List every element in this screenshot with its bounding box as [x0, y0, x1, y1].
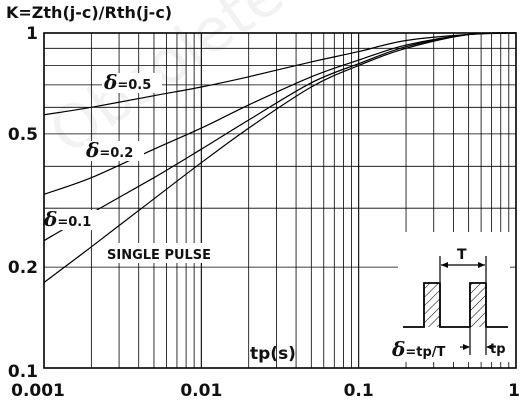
curve-label-0: δ=0.5 — [103, 70, 151, 94]
pulse-waveform — [403, 282, 508, 328]
curve-series-0 — [43, 32, 517, 116]
curve-label-text: =0.1 — [57, 215, 91, 230]
labels: 0.001 0.01 0.1 10.10.20.51δ=0.5δ=0.2δ=0.1SI… — [8, 24, 520, 401]
curve-label-text: =0.2 — [99, 146, 133, 161]
tp-label: tp — [490, 342, 506, 357]
curve-label-text: =0.5 — [117, 78, 151, 93]
curve-label-bg — [102, 73, 162, 93]
curve-series-3 — [43, 32, 517, 283]
duty-formula: δ=tp/T — [391, 337, 446, 361]
curve-label-text: SINGLE PULSE — [107, 248, 211, 263]
curve-label-3: SINGLE PULSE — [107, 248, 211, 263]
tp-arrowhead-right — [486, 344, 493, 350]
period-label: T — [457, 247, 467, 263]
chart-title: K=Zth(j-c)/Rth(j-c) — [6, 3, 172, 22]
period-arrowhead-left — [441, 262, 448, 268]
y-tick-label: 0.2 — [8, 258, 38, 278]
curve-label-delta: δ — [85, 138, 99, 162]
pulse-1-hatch — [424, 283, 440, 327]
y-tick-label: 1 — [26, 24, 38, 44]
curve-series-2 — [43, 32, 517, 242]
x-tick-label: 0.01 — [180, 381, 222, 401]
curve-label-delta: δ — [103, 70, 117, 94]
curve-label-2: δ=0.1 — [43, 207, 91, 231]
duty-formula-delta: δ — [391, 337, 405, 361]
pulse-2-hatch — [470, 283, 486, 327]
x-axis-label: tp(s) — [250, 344, 296, 364]
x-tick-label: 0.001 — [11, 381, 65, 401]
curve-label-bg — [42, 210, 102, 230]
y-tick-label: 0.1 — [8, 362, 38, 382]
pulse-inset: T tp δ=tp/T — [391, 232, 510, 362]
period-arrowhead-right — [478, 262, 485, 268]
y-tick-label: 0.5 — [8, 125, 38, 145]
x-tick-label: 0.1 — [344, 381, 374, 401]
curve-label-bg — [84, 141, 144, 161]
duty-formula-text: =tp/T — [405, 345, 445, 360]
curve-label-1: δ=0.2 — [85, 138, 133, 162]
curve-label-bg — [105, 243, 231, 263]
x-tick-label: 1 — [508, 381, 520, 401]
plot-frame — [43, 32, 517, 369]
tp-arrowhead-left — [463, 344, 470, 350]
inset-background — [398, 232, 510, 362]
curves — [43, 32, 517, 283]
curve-label-delta: δ — [43, 207, 57, 231]
